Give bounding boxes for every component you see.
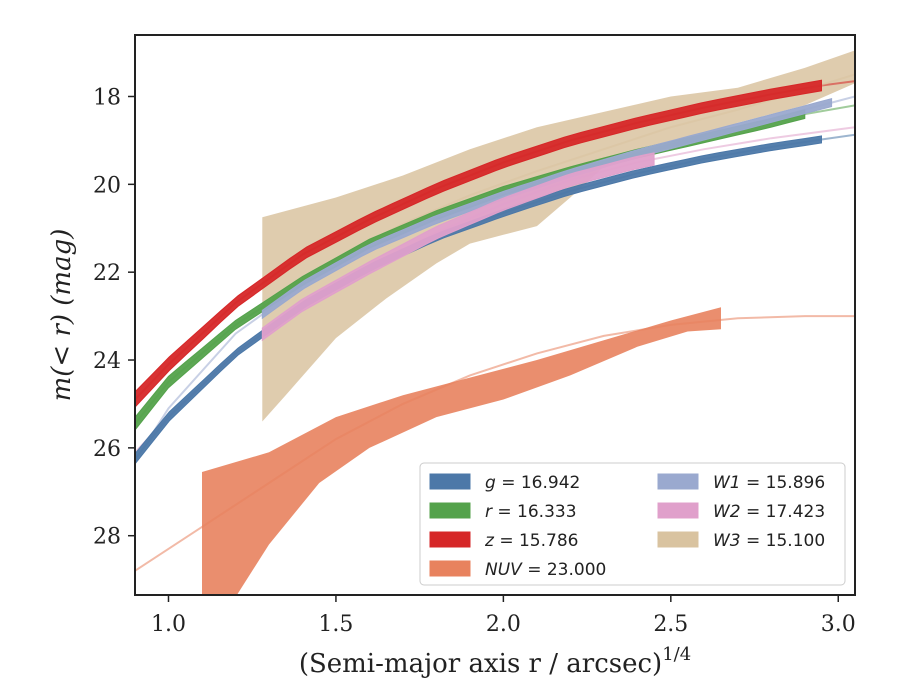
legend-label: NUV = 23.000 xyxy=(485,560,606,580)
legend-entry-w3: W3 = 15.100 xyxy=(657,531,825,551)
profile-w1 xyxy=(261,98,833,320)
legend-value: = 15.786 xyxy=(494,531,579,551)
y-tick-label: 20 xyxy=(93,173,121,198)
y-tick-label: 18 xyxy=(93,85,121,110)
y-tick-label: 26 xyxy=(93,437,121,462)
legend-value: = 17.423 xyxy=(741,502,826,522)
legend-entry-w2: W2 = 17.423 xyxy=(657,502,825,522)
legend-entry-z: z = 15.786 xyxy=(429,531,578,551)
legend-label: z = 15.786 xyxy=(484,531,578,551)
y-axis-title: m(< r) (mag) xyxy=(47,229,77,402)
legend-box xyxy=(419,462,846,586)
legend-swatch xyxy=(429,531,471,548)
x-tick-label: 3.0 xyxy=(821,612,856,637)
plot-frame xyxy=(134,34,856,596)
legend-label: W3 = 15.100 xyxy=(713,531,825,551)
x-tick-label: 1.0 xyxy=(151,612,186,637)
x-tick-label: 1.5 xyxy=(318,612,353,637)
legend-variable: W3 xyxy=(713,531,741,551)
y-tick-label: 22 xyxy=(93,261,121,286)
legend-value: = 15.100 xyxy=(741,531,826,551)
legend-variable: z xyxy=(484,531,495,551)
legend-swatch xyxy=(657,531,699,548)
legend-value: = 16.333 xyxy=(492,502,577,522)
legend-variable: NUV xyxy=(485,560,523,580)
x-axis-title-superscript: 1/4 xyxy=(662,644,691,665)
x-tick-label: 2.5 xyxy=(653,612,688,637)
observed-profiles xyxy=(135,79,833,465)
legend-swatch xyxy=(429,502,471,519)
band-nuv xyxy=(202,307,721,595)
x-axis-ticks: 1.0 1.5 2.0 2.5 3.0 xyxy=(151,595,856,637)
legend-label: g = 16.942 xyxy=(485,473,580,493)
legend-variable: W2 xyxy=(713,502,741,522)
legend-label: r = 16.333 xyxy=(485,502,577,522)
legend-label: W2 = 17.423 xyxy=(713,502,825,522)
x-axis-title: (Semi-major axis r / arcsec)1/4 xyxy=(299,644,691,679)
legend-entry-nuv: NUV = 23.000 xyxy=(429,560,606,580)
y-tick-label: 28 xyxy=(93,525,121,550)
legend-swatch xyxy=(657,502,699,519)
y-tick-label: 24 xyxy=(93,349,121,374)
legend-value: = 15.896 xyxy=(741,473,826,493)
legend-swatch xyxy=(657,473,699,490)
legend-variable: W1 xyxy=(713,473,741,493)
legend-value: = 23.000 xyxy=(522,560,607,580)
profile-w2 xyxy=(261,152,655,342)
legend-value: = 16.942 xyxy=(496,473,581,493)
legend-label: W1 = 15.896 xyxy=(713,473,825,493)
y-axis-ticks: 18 20 22 24 26 28 xyxy=(93,85,135,550)
x-tick-label: 2.0 xyxy=(486,612,521,637)
legend-entry-r: r = 16.333 xyxy=(429,502,577,522)
profile-z xyxy=(135,79,822,408)
legend-swatch xyxy=(429,473,471,490)
legend-swatch xyxy=(429,560,471,577)
legend-variable: r xyxy=(485,502,493,522)
legend-entry-w1: W1 = 15.896 xyxy=(657,473,825,493)
x-axis-title-main: (Semi-major axis r / arcsec) xyxy=(299,649,662,679)
legend-entry-g: g = 16.942 xyxy=(429,473,580,493)
model-curve-nuv xyxy=(135,315,855,572)
legend-variable: g xyxy=(485,473,496,493)
